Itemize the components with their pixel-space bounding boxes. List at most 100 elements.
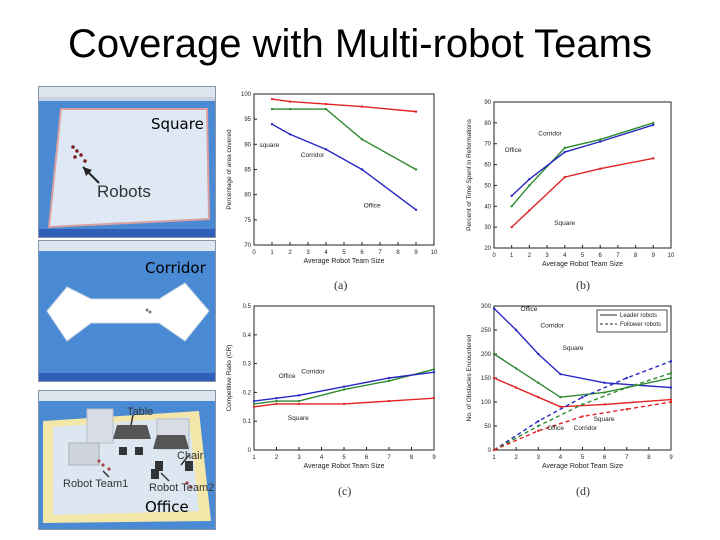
- x-tick-label: 2: [275, 455, 279, 461]
- data-point: [414, 208, 418, 211]
- y-tick-label: 70: [484, 142, 491, 148]
- office-sim-screenshot: Table Chair Robot Team1 Robot Team2: [38, 390, 216, 530]
- data-point: [514, 367, 518, 370]
- x-tick-label: 1: [270, 250, 274, 256]
- x-tick-label: 8: [634, 253, 638, 259]
- x-tick-label: 5: [581, 253, 585, 259]
- square-sim-scene: Robots: [39, 87, 215, 237]
- chart-b-caption: (b): [576, 278, 590, 292]
- x-tick-label: 9: [652, 253, 656, 259]
- x-tick-label: 7: [378, 250, 382, 256]
- data-point: [625, 386, 628, 389]
- data-point: [492, 307, 496, 310]
- data-point: [414, 168, 418, 171]
- y-tick-label: 0.2: [243, 390, 252, 396]
- data-point: [432, 396, 436, 400]
- y-tick-label: 90: [244, 142, 251, 148]
- data-point: [387, 379, 391, 383]
- y-tick-label: 60: [484, 163, 491, 169]
- data-point: [537, 420, 540, 423]
- chart-d-svg: 1 2 3 4 5 6 7 8 9 0 50 100 150 200 250 300 Average Robot…: [466, 304, 673, 470]
- data-point: [581, 415, 584, 418]
- series-annotation: Corridor: [301, 369, 325, 376]
- chart-panel-a: 0 1 2 3 4 5 6 7 8 9 10 70 75 80 85 90 95 100 Average Robot…: [222, 88, 440, 278]
- x-tick-label: 0: [492, 253, 496, 259]
- data-point: [563, 175, 566, 179]
- chart-c-caption: (c): [338, 484, 352, 498]
- x-tick-label: 4: [559, 455, 563, 461]
- y-tick-label: 70: [244, 243, 251, 249]
- y-tick-label: 0.4: [243, 333, 252, 339]
- data-point: [414, 110, 418, 113]
- data-point: [581, 403, 584, 406]
- series-annotation: Corridor: [540, 323, 564, 330]
- data-point: [599, 138, 602, 141]
- y-tick-label: 0: [488, 448, 492, 454]
- series-line-office: [253, 371, 435, 402]
- data-point: [387, 399, 391, 403]
- data-point: [669, 386, 673, 389]
- series-line-square: [493, 353, 672, 398]
- series-annotation: Corridor: [538, 130, 562, 137]
- data-point: [537, 352, 540, 356]
- x-tick-label: 3: [306, 250, 310, 256]
- data-point: [514, 386, 518, 389]
- y-tick-label: 300: [481, 304, 492, 310]
- series-line-corridor: [253, 368, 435, 405]
- y-tick-label: 20: [484, 246, 491, 252]
- x-axis-label: Average Robot Team Size: [542, 463, 623, 470]
- x-tick-label: 6: [360, 250, 364, 256]
- x-tick-label: 7: [616, 253, 620, 259]
- y-tick-label: 80: [244, 193, 251, 199]
- data-point: [297, 394, 301, 397]
- data-point: [581, 396, 584, 399]
- x-tick-label: 3: [537, 455, 541, 461]
- data-point: [537, 429, 540, 432]
- y-tick-label: 90: [484, 100, 491, 106]
- data-point: [432, 371, 436, 374]
- square-sim-screenshot: Robots: [38, 86, 216, 238]
- data-point: [669, 398, 673, 401]
- y-tick-label: 100: [481, 400, 492, 406]
- data-point: [652, 123, 655, 127]
- y-tick-label: 0: [248, 448, 252, 454]
- data-point: [342, 388, 346, 391]
- y-tick-label: 80: [484, 121, 491, 127]
- y-tick-label: 100: [241, 92, 252, 98]
- x-tick-label: 1: [252, 455, 256, 461]
- legend-entry: Follower robots: [620, 322, 661, 328]
- office-label: Office: [145, 498, 189, 516]
- data-point: [342, 402, 346, 406]
- chart-panel-b: 0 1 2 3 4 5 6 7 8 9 10 20 30 40 50 60 70 80 90 Average Robo…: [462, 96, 677, 281]
- data-point: [288, 107, 292, 111]
- team1-annotation: Robot Team1: [63, 478, 128, 490]
- x-axis-label: Average Robot Team Size: [303, 463, 384, 470]
- y-tick-label: 0.3: [243, 362, 252, 368]
- series-annotation: Corridor: [301, 152, 325, 159]
- data-point: [324, 107, 328, 111]
- data-point: [599, 140, 602, 143]
- x-tick-label: 6: [599, 253, 603, 259]
- data-point: [324, 148, 328, 151]
- y-axis-label: Percent of Time Spent in Reformations: [466, 118, 473, 230]
- data-point: [275, 396, 278, 400]
- x-tick-label: 3: [545, 253, 549, 259]
- data-point: [563, 150, 566, 154]
- data-point: [360, 138, 364, 141]
- y-tick-label: 30: [484, 225, 491, 231]
- x-tick-label: 6: [603, 455, 607, 461]
- x-tick-label: 10: [431, 250, 438, 256]
- x-tick-label: 5: [342, 250, 346, 256]
- corridor-label: Corridor: [145, 259, 206, 277]
- data-point: [275, 402, 278, 406]
- x-tick-label: 2: [514, 455, 518, 461]
- x-tick-label: 9: [432, 455, 436, 461]
- data-point: [528, 209, 531, 212]
- x-tick-label: 4: [324, 250, 328, 256]
- data-point: [252, 405, 256, 408]
- data-point: [360, 105, 364, 108]
- corridor-sim-scene: [39, 241, 215, 381]
- x-tick-label: 3: [297, 455, 301, 461]
- chair-annotation: Chair: [177, 450, 204, 462]
- x-tick-label: 7: [387, 455, 391, 461]
